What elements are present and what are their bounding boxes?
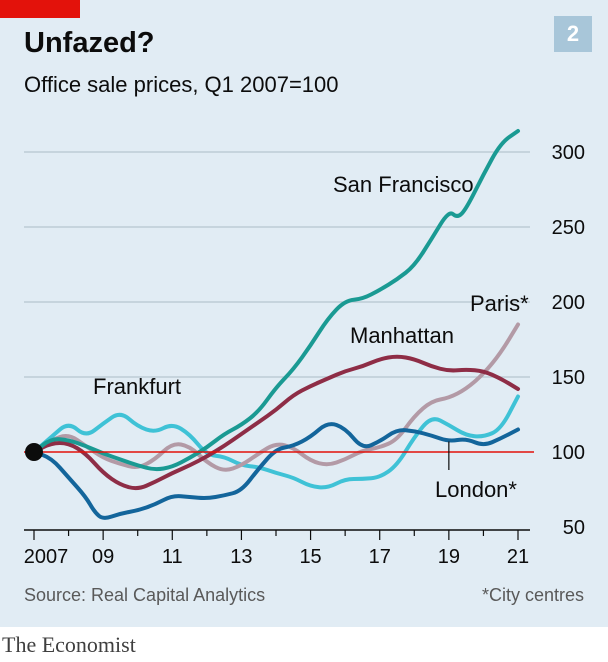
y-tick-label-200: 200 <box>552 292 585 314</box>
chart-number-badge: 2 <box>554 16 592 52</box>
x-tick-label-2019: 19 <box>438 546 460 568</box>
x-tick-label-2009: 09 <box>92 546 114 568</box>
x-tick-label-2017: 17 <box>369 546 391 568</box>
y-tick-label-300: 300 <box>552 142 585 164</box>
y-tick-label-250: 250 <box>552 217 585 239</box>
chart-title: Unfazed? <box>24 27 155 59</box>
series-line-san-francisco <box>32 129 520 472</box>
series-labels: San Francisco Manhattan Paris* Frankfurt Lon… <box>93 172 529 502</box>
label-manhattan: Manhattan <box>350 323 454 348</box>
y-tick-label-50: 50 <box>563 517 585 539</box>
label-frankfurt: Frankfurt <box>93 374 181 399</box>
series-line-paris <box>32 322 520 472</box>
y-tick-label-150: 150 <box>552 367 585 389</box>
x-axis: 2007 09 11 13 15 17 19 21 <box>24 529 530 568</box>
gridlines <box>24 151 530 378</box>
footnote: *City centres <box>481 585 584 605</box>
chart-panel <box>0 0 608 627</box>
line-chart: 50 100 150 200 250 300 2007 09 11 13 15 17 19 21 San… <box>24 129 585 568</box>
origin-marker <box>25 443 43 461</box>
series-line-london <box>32 422 520 520</box>
source-note: Source: Real Capital Analytics <box>24 585 266 605</box>
x-tick-label-2013: 13 <box>230 546 252 568</box>
chart-subtitle: Office sale prices, Q1 2007=100 <box>24 72 339 97</box>
x-tick-label-2011: 11 <box>162 546 183 568</box>
label-paris: Paris* <box>470 291 529 316</box>
y-tick-label-100: 100 <box>552 442 585 464</box>
x-tick-label-2015: 15 <box>299 546 321 568</box>
label-london: London* <box>435 477 517 502</box>
y-axis-labels: 50 100 150 200 250 300 <box>552 142 585 539</box>
series-line-frankfurt <box>32 394 520 490</box>
x-tick-label-2021: 21 <box>507 546 529 568</box>
label-san-francisco: San Francisco <box>333 172 474 197</box>
series-line-manhattan <box>32 354 520 491</box>
brand-logo-text: The Economist <box>2 632 136 657</box>
x-tick-label-2007: 2007 <box>24 546 69 568</box>
accent-tab <box>0 0 80 18</box>
